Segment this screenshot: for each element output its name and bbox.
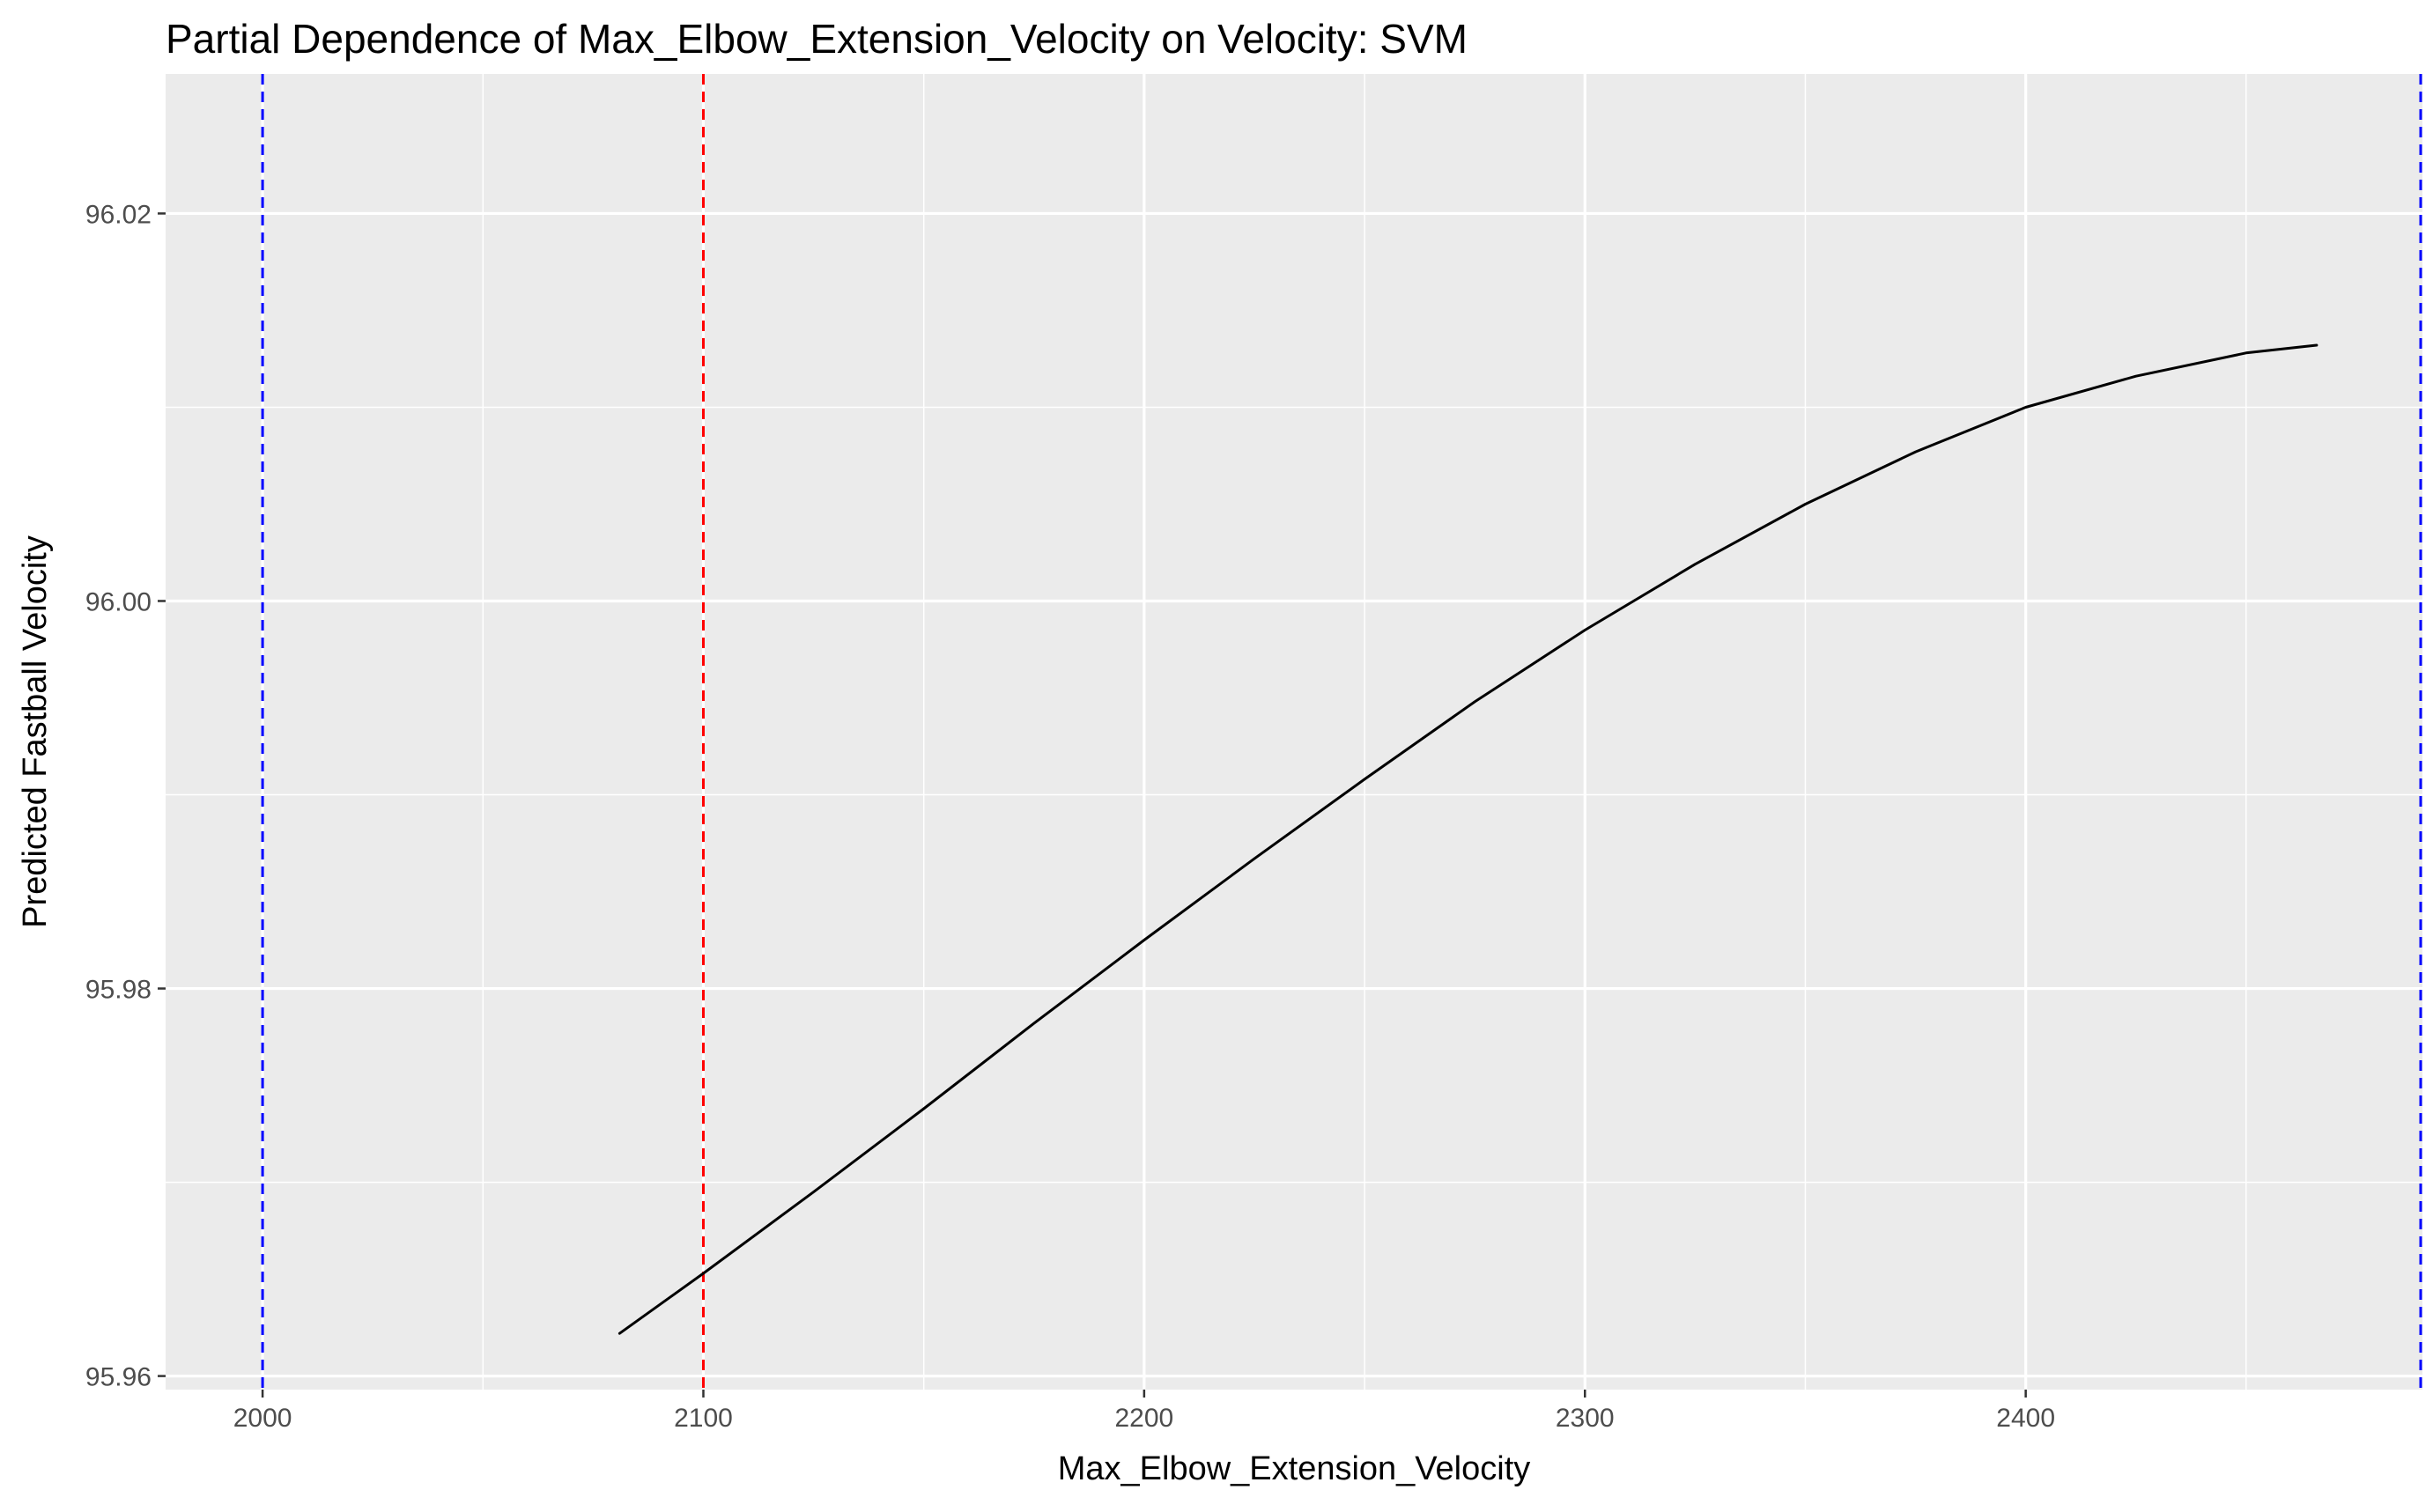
- reference-lines: [261, 74, 2422, 1390]
- x-tick-label-2: 2200: [1114, 1404, 1173, 1433]
- y-tick-label-2: 96.00: [85, 587, 152, 616]
- plot-panel: [166, 74, 2422, 1390]
- y-tick-label-3: 96.02: [85, 200, 152, 229]
- x-tick-label-4: 2400: [1996, 1404, 2055, 1433]
- y-tick-label-1: 95.98: [85, 976, 152, 1005]
- x-tick-label-1: 2100: [674, 1404, 733, 1433]
- y-axis-title: Predicted Fastball Velocity: [17, 535, 54, 928]
- x-tick-label-0: 2000: [233, 1404, 292, 1433]
- minor-gridlines: [166, 74, 2422, 1390]
- series-line-0: [617, 343, 2318, 1335]
- x-axis-title: Max_Elbow_Extension_Velocity: [1058, 1450, 1531, 1487]
- series-group: [617, 343, 2318, 1335]
- chart-title: Partial Dependence of Max_Elbow_Extensio…: [166, 16, 1468, 62]
- major-gridlines: [166, 74, 2422, 1390]
- x-axis: 2000 2100 2200 2300 2400: [233, 1390, 2055, 1433]
- x-tick-label-3: 2300: [1556, 1404, 1615, 1433]
- y-tick-label-0: 95.96: [85, 1363, 152, 1392]
- y-axis: 95.96 95.98 96.00 96.02: [85, 200, 166, 1392]
